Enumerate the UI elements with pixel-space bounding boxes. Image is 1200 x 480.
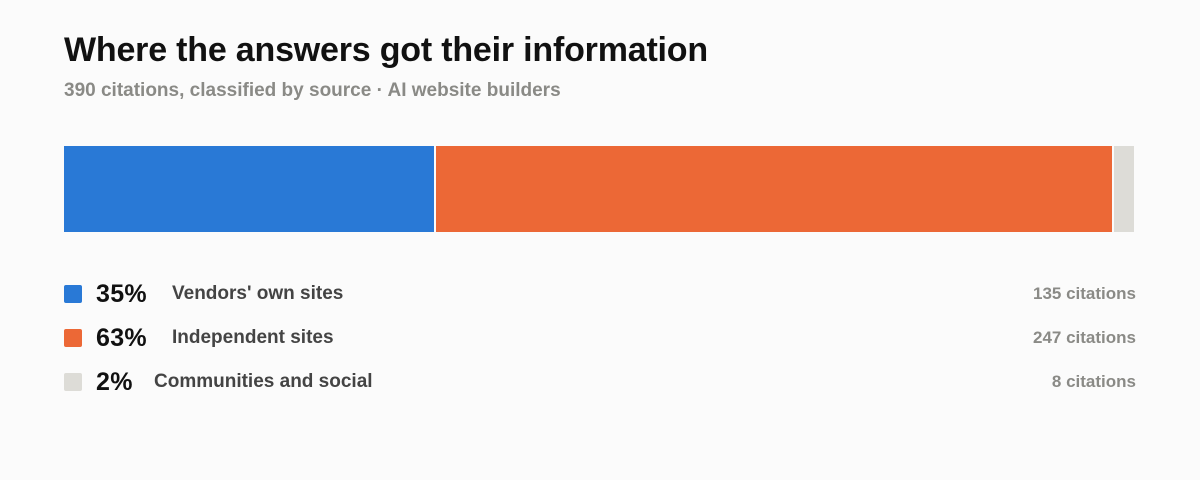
legend-count: 8 citations (1051, 372, 1136, 391)
legend-percent: 63% (96, 323, 147, 352)
legend-swatch (64, 329, 82, 347)
legend-count: 135 citations (1033, 284, 1136, 303)
bar-segment-1 (64, 146, 435, 232)
stacked-bar (64, 146, 1134, 232)
legend-swatch (64, 285, 82, 303)
legend-label: Vendors' own sites (172, 283, 344, 304)
legend-label: Independent sites (172, 327, 334, 348)
chart-title: Where the answers got their information (64, 31, 708, 69)
legend-percent: 2% (96, 367, 133, 396)
bar-segment-2 (434, 146, 1113, 232)
legend-row: 63% Independent sites 247 citations (64, 316, 1136, 360)
legend-label: Communities and social (154, 371, 373, 392)
legend-row: 2% Communities and social 8 citations (64, 360, 1136, 404)
legend: 35% Vendors' own sites 135 citations 63% Ind… (64, 272, 1136, 404)
bar-segment-3 (1112, 146, 1134, 232)
chart-subtitle: 390 citations, classified by source · AI… (64, 80, 561, 101)
legend-count: 247 citations (1033, 328, 1136, 347)
legend-swatch (64, 373, 82, 391)
legend-percent: 35% (96, 279, 147, 308)
legend-row: 35% Vendors' own sites 135 citations (64, 272, 1136, 316)
